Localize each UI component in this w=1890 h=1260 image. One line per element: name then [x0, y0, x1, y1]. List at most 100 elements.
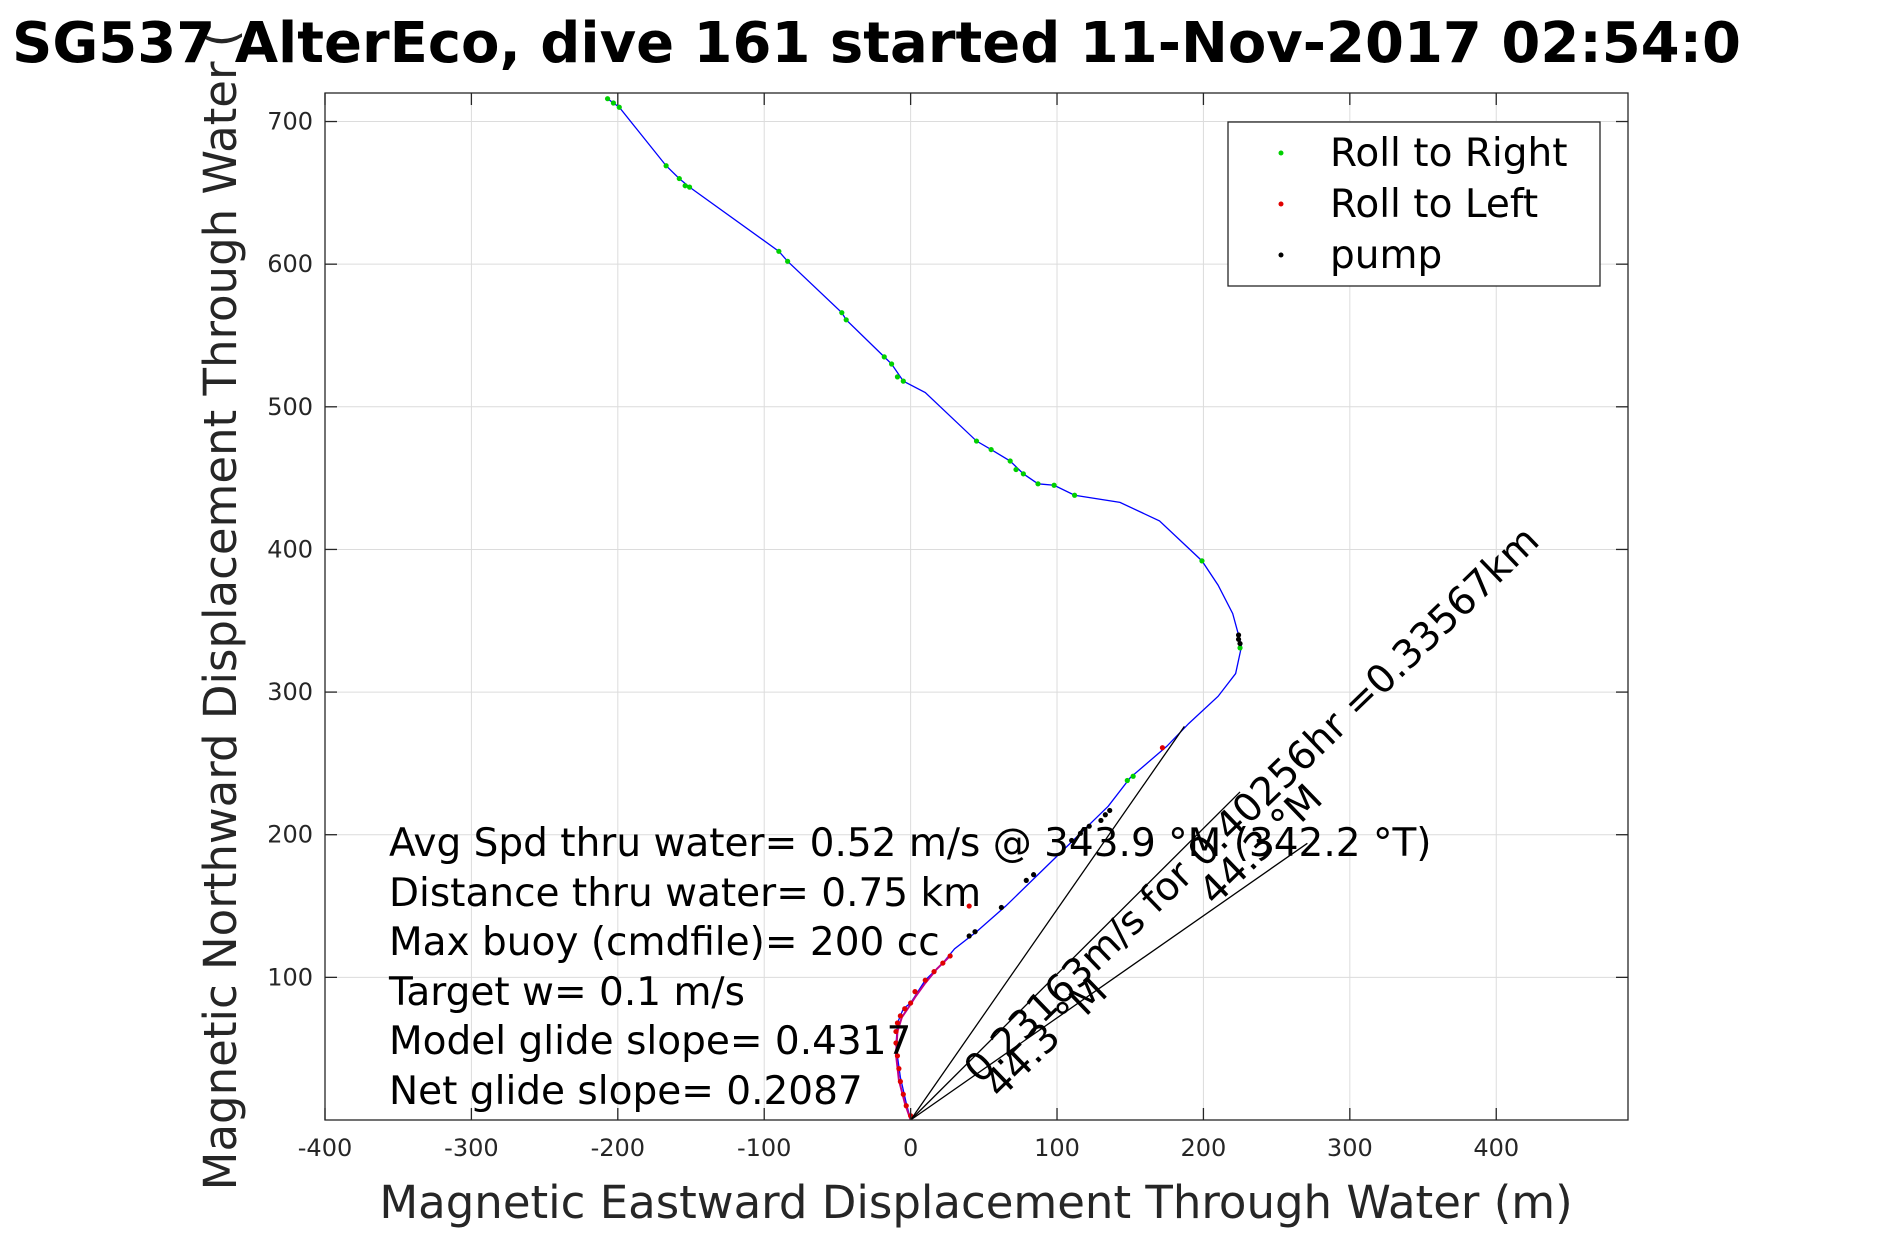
- legend-label-roll-left: Roll to Left: [1330, 182, 1538, 227]
- legend-label-pump: pump: [1330, 233, 1442, 278]
- roll-left-point: [940, 960, 946, 966]
- roll-left-point: [1159, 745, 1166, 751]
- annotation-avg-speed: Avg Spd thru water= 0.52 m/s @ 343.9 °M …: [389, 821, 1432, 866]
- x-tick-label: 0: [903, 1134, 918, 1162]
- x-tick-label: 300: [1327, 1134, 1373, 1162]
- roll-right-point: [1199, 558, 1205, 564]
- pump-point: [972, 929, 978, 935]
- roll-right-point: [1237, 645, 1243, 651]
- pump-point: [1235, 636, 1242, 642]
- roll-left-point: [912, 989, 918, 995]
- pump-point: [1069, 837, 1075, 844]
- pump-point: [998, 904, 1004, 911]
- y-tick-label: 100: [267, 963, 313, 991]
- vector-line-2: [910, 791, 1241, 1121]
- roll-right-point: [676, 175, 682, 182]
- chart-title: SG537 AlterEco, dive 161 started 11-Nov-…: [12, 11, 1741, 76]
- x-tick-label: 400: [1473, 1134, 1519, 1162]
- pump-point: [1077, 830, 1084, 836]
- pump-point: [1023, 877, 1029, 883]
- pump-point: [1086, 823, 1092, 829]
- x-axis-label: Magnetic Eastward Displacement Through W…: [379, 1176, 1572, 1229]
- roll-left-point: [908, 1000, 914, 1006]
- legend-marker-roll-right: [1278, 150, 1284, 156]
- roll-right-point: [1035, 481, 1041, 487]
- pump-point: [1107, 807, 1113, 814]
- roll-right-point: [785, 258, 791, 264]
- roll-right-point: [776, 248, 782, 254]
- x-tick-label: -100: [737, 1134, 791, 1162]
- pump-point: [1030, 872, 1037, 878]
- pump-point: [966, 933, 972, 939]
- legend-marker-roll-left: [1278, 201, 1284, 207]
- pump-point: [1237, 640, 1243, 647]
- roll-right-point: [663, 163, 669, 169]
- roll-right-point: [881, 354, 887, 360]
- roll-left-point: [893, 1028, 899, 1035]
- vector-line-0: [910, 725, 1185, 1121]
- legend-marker-pump: [1278, 252, 1284, 258]
- legend-box: [1227, 121, 1601, 287]
- roll-right-point: [988, 446, 994, 453]
- annotation-model-glide: Model glide slope= 0.4317: [389, 1019, 911, 1064]
- roll-right-point: [1051, 482, 1057, 488]
- x-tick-label: -200: [591, 1134, 645, 1162]
- roll-left-point: [900, 1091, 906, 1097]
- roll-right-point: [1013, 466, 1019, 473]
- roll-right-point: [1071, 492, 1078, 498]
- pump-point: [1102, 812, 1108, 818]
- axes-box: [324, 92, 1629, 1121]
- roll-right-point: [894, 374, 901, 380]
- roll-left-point: [931, 969, 937, 975]
- roll-right-point: [973, 438, 980, 444]
- roll-right-point: [686, 184, 693, 190]
- pump-point: [1235, 632, 1242, 638]
- roll-left-point: [897, 1078, 903, 1085]
- roll-right-point: [610, 100, 617, 106]
- roll-right-point: [839, 310, 845, 316]
- y-tick-label: 400: [267, 535, 313, 563]
- annotation-distance: Distance thru water= 0.75 km: [389, 871, 981, 916]
- y-tick-label: 200: [267, 821, 313, 849]
- vector-line-1: [910, 842, 1308, 1121]
- x-tick-label: 200: [1181, 1134, 1227, 1162]
- y-axis-label: Magnetic Northward Displacement Through …: [194, 30, 247, 1191]
- y-axis-ticks: 100 200 300 400 500 600 700: [267, 108, 1628, 991]
- vector-layer: [910, 725, 1308, 1121]
- stats-annotations: Avg Spd thru water= 0.52 m/s @ 343.9 °M …: [388, 821, 1432, 1114]
- roll-right-point: [1124, 777, 1130, 784]
- roll-left-point: [922, 977, 928, 983]
- y-tick-label: 700: [267, 108, 313, 136]
- legend-label-roll-right: Roll to Right: [1330, 131, 1568, 176]
- annotation-net-glide: Net glide slope= 0.2087: [389, 1069, 863, 1114]
- y-tick-label: 600: [267, 250, 313, 278]
- legend: Roll to Right Roll to Left pump: [1227, 121, 1601, 287]
- x-tick-label: 100: [1034, 1134, 1080, 1162]
- y-tick-label: 300: [267, 678, 313, 706]
- roll-left-point: [897, 1013, 903, 1019]
- roll-left-point: [894, 1053, 901, 1059]
- roll-left-point: [902, 1006, 908, 1012]
- roll-right-point: [616, 104, 622, 110]
- roll-right-point: [604, 96, 611, 102]
- series-layer: [604, 96, 1243, 1121]
- roll-right-point: [888, 361, 895, 367]
- roll-left-point: [894, 1020, 901, 1026]
- roll-left-point: [966, 903, 972, 909]
- roll-right-point: [682, 183, 688, 189]
- roll-right-point: [1007, 458, 1013, 464]
- roll-right-point: [843, 317, 849, 323]
- roll-left-point: [896, 1066, 902, 1072]
- x-tick-label: -300: [444, 1134, 498, 1162]
- x-tick-label: -400: [298, 1134, 352, 1162]
- roll-right-point: [1020, 471, 1026, 477]
- pump-point: [1098, 817, 1104, 824]
- roll-right-point: [1130, 773, 1136, 779]
- roll-left-point: [893, 1040, 899, 1046]
- roll-left-point: [903, 1103, 909, 1109]
- annotation-max-buoy: Max buoy (cmdfile)= 200 cc: [389, 920, 940, 965]
- roll-left-point: [947, 953, 953, 959]
- y-tick-label: 500: [267, 393, 313, 421]
- annotation-target-w: Target w= 0.1 m/s: [388, 970, 745, 1015]
